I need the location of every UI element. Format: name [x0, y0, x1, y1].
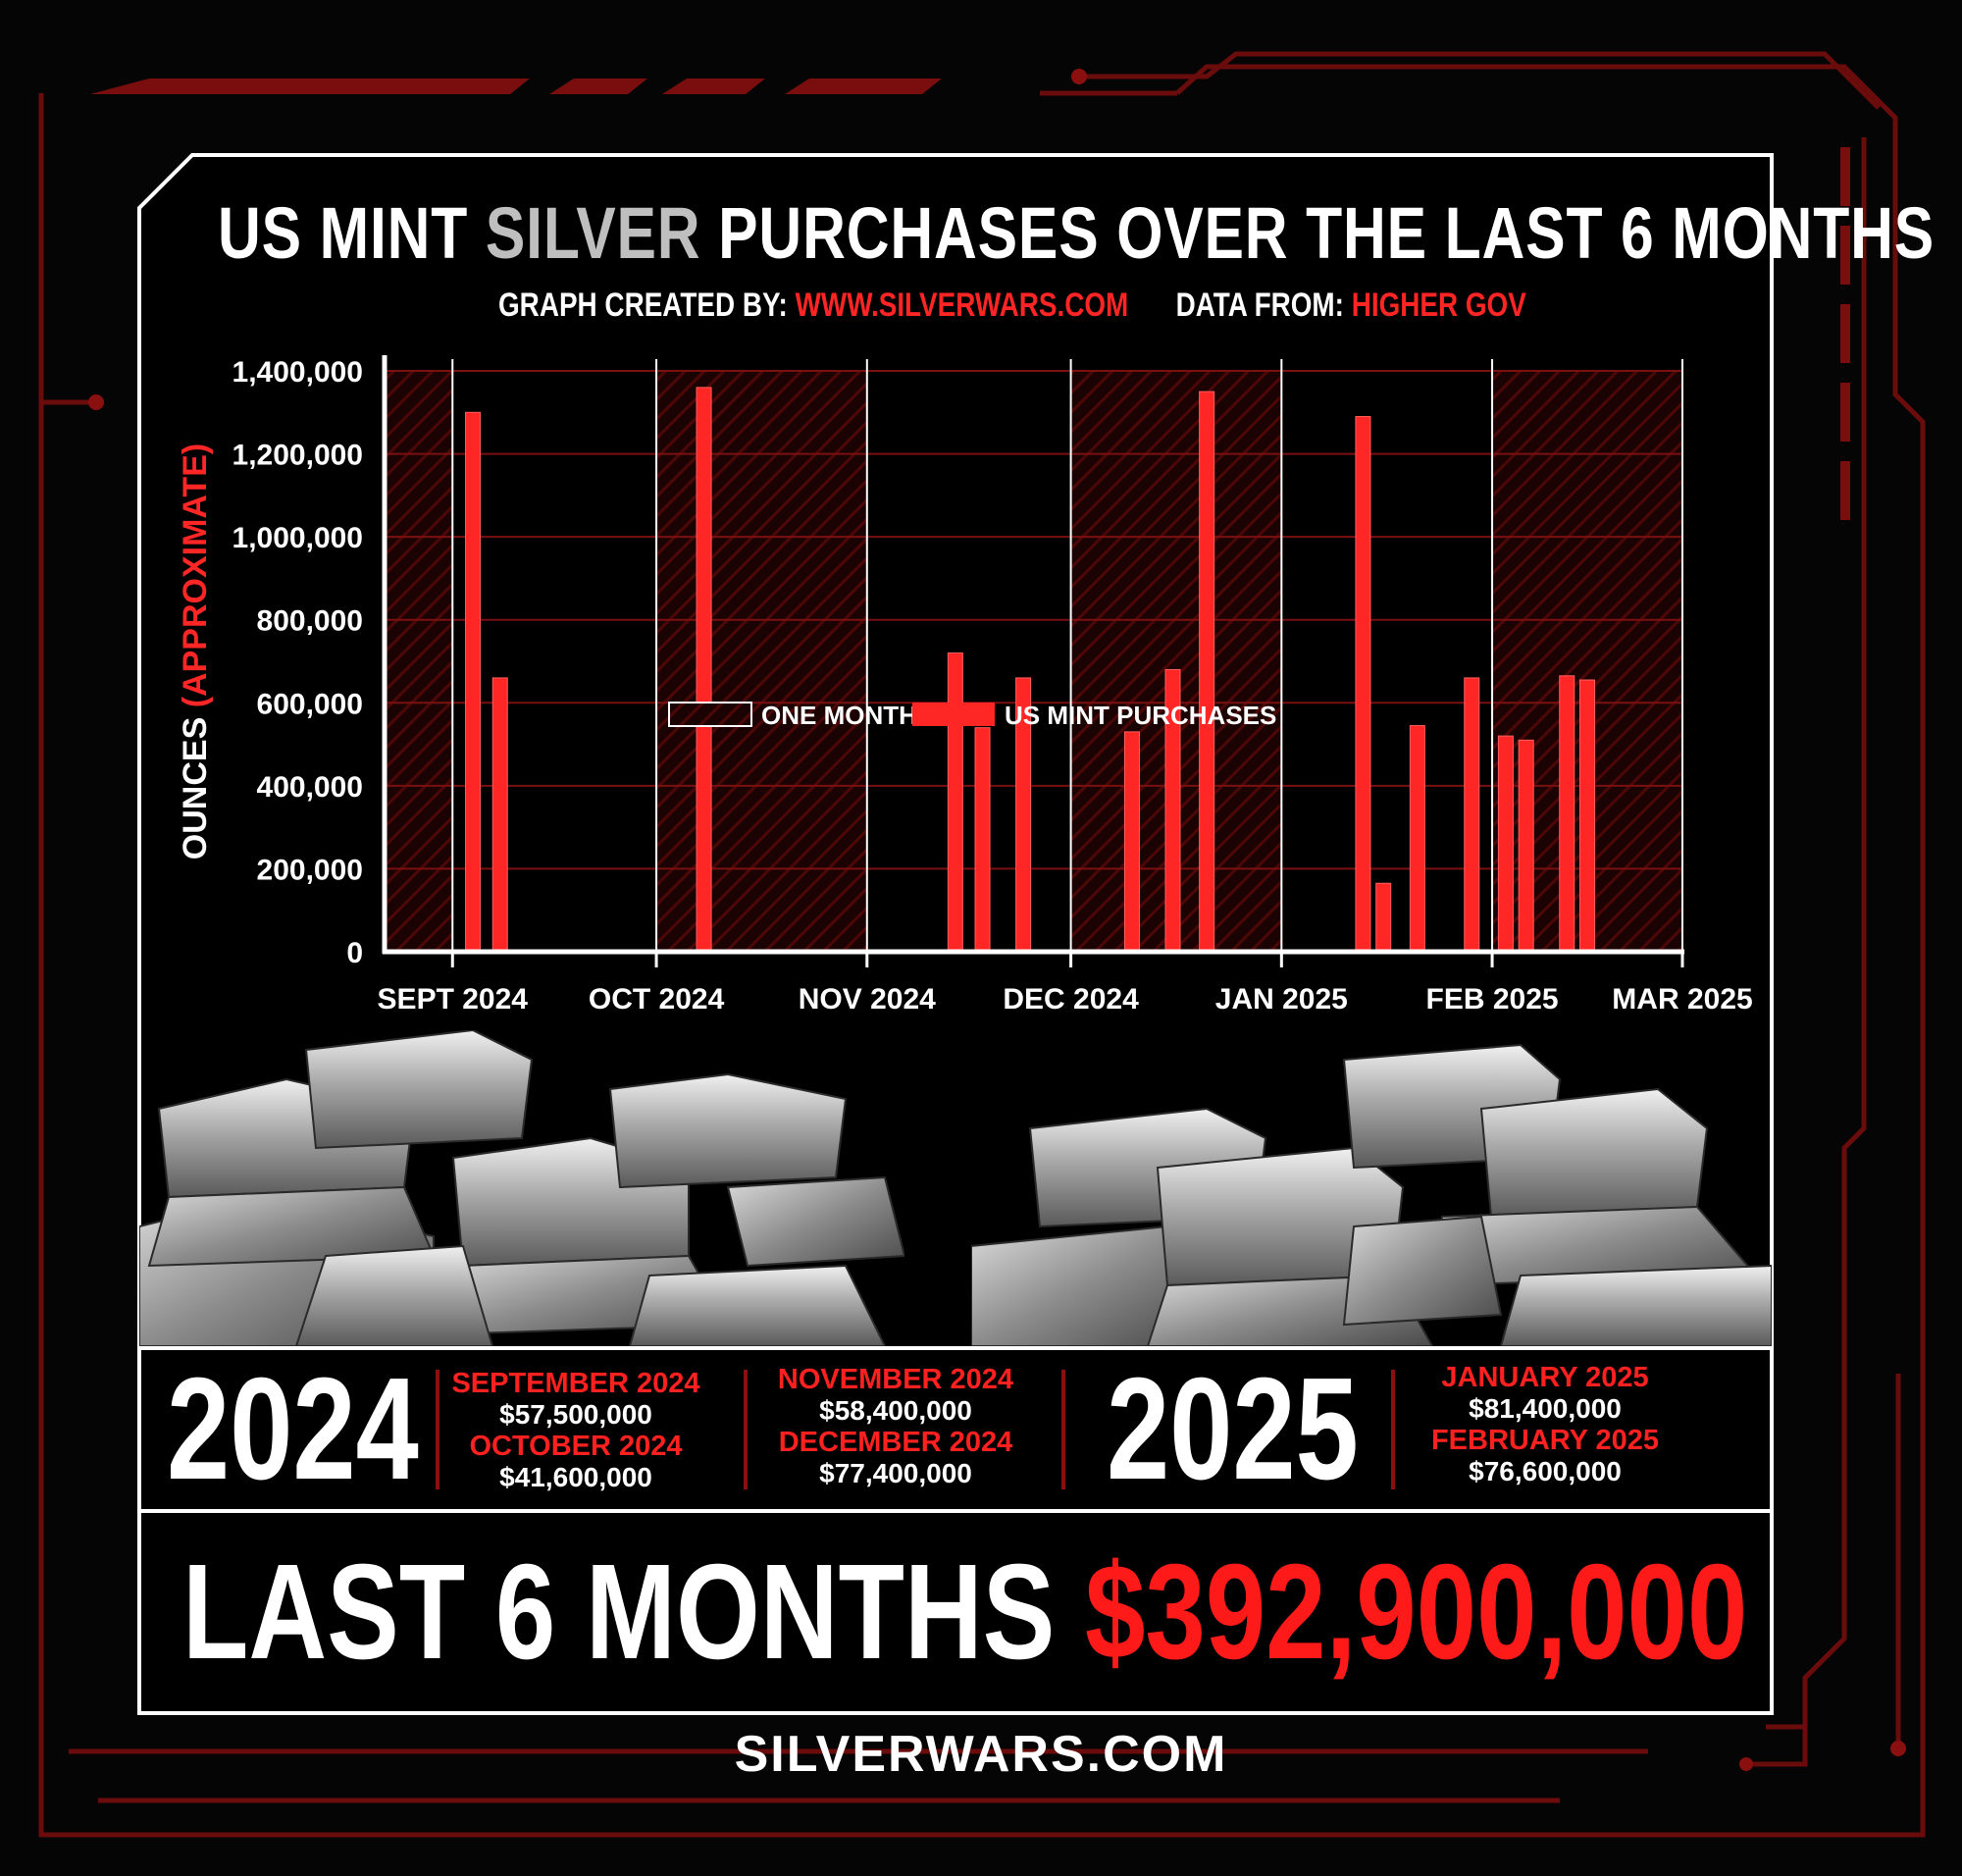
y-tick-label: 200,000: [257, 854, 363, 886]
months-jan-feb: JANUARY 2025 $81,400,000 FEBRUARY 2025 $…: [1403, 1362, 1687, 1487]
silver-bars-right-image: [971, 1043, 1772, 1346]
y-tick-label: 600,000: [257, 688, 363, 720]
credit-link[interactable]: WWW.SILVERWARS.COM: [795, 287, 1129, 324]
y-tick-label: 800,000: [257, 605, 363, 638]
monthly-summary: 2024 SEPTEMBER 2024 $57,500,000 OCTOBER …: [139, 1348, 1772, 1511]
legend-swatch-purchases: [912, 703, 995, 726]
y-axis-title-note: (APPROXIMATE): [177, 443, 214, 707]
data-bar: [1199, 391, 1215, 953]
month-label: NOVEMBER 2024: [777, 1364, 1014, 1395]
data-bar: [974, 727, 991, 953]
legend-label: US MINT PURCHASES: [1005, 701, 1276, 730]
month-value: $77,400,000: [819, 1458, 972, 1488]
month-value: $41,600,000: [499, 1462, 652, 1492]
total-value: $392,900,000: [1085, 1537, 1748, 1688]
month-label: DECEMBER 2024: [778, 1427, 1013, 1458]
y-axis-title: OUNCES (APPROXIMATE): [177, 443, 214, 860]
data-bar: [1559, 675, 1575, 953]
months-sep-oct: SEPTEMBER 2024 $57,500,000 OCTOBER 2024 …: [434, 1368, 718, 1493]
x-tick-label: SEPT 2024: [378, 983, 529, 1016]
month-value: $58,400,000: [819, 1395, 972, 1426]
x-tick-label: MAR 2025: [1612, 983, 1752, 1016]
divider: [1061, 1370, 1065, 1489]
data-bar: [1123, 731, 1140, 953]
divider: [744, 1370, 748, 1489]
data-bar: [1518, 739, 1534, 953]
footer-brand[interactable]: SILVERWARS.COM: [734, 1726, 1228, 1783]
data-source-value: HIGHER GOV: [1351, 287, 1526, 324]
x-tick-label: OCT 2024: [589, 983, 725, 1016]
month-label: FEBRUARY 2025: [1430, 1425, 1660, 1456]
page-title: US MINT SILVER PURCHASES OVER THE LAST 6…: [218, 192, 1936, 274]
x-tick-label: FEB 2025: [1426, 983, 1559, 1016]
data-bar: [491, 677, 508, 953]
data-bar: [1355, 416, 1371, 953]
x-tick-label: DEC 2024: [1003, 983, 1139, 1016]
months-nov-dec: NOVEMBER 2024 $58,400,000 DECEMBER 2024 …: [753, 1364, 1038, 1489]
y-tick-label: 400,000: [257, 771, 363, 804]
y-tick-label: 0: [346, 937, 363, 969]
y-axis-title-main: OUNCES: [177, 707, 214, 860]
data-bar: [1464, 677, 1480, 953]
data-bar: [696, 387, 712, 953]
month-value: $57,500,000: [499, 1399, 652, 1430]
legend-swatch-month: [668, 702, 752, 727]
silver-bars-left-image: [139, 1030, 904, 1346]
total-label: LAST 6 MONTHS: [182, 1537, 1086, 1688]
data-bar: [1497, 735, 1514, 953]
title-highlight: SILVER: [485, 192, 701, 274]
data-bar: [1409, 725, 1425, 953]
bar-chart: 0 200,000 400,000 600,000 800,000 1,000,000 1,…: [177, 355, 1753, 1016]
y-tick-label: 1,000,000: [232, 522, 363, 554]
data-bar: [1375, 882, 1392, 953]
y-tick-label: 1,200,000: [232, 440, 363, 472]
year-2024: 2024: [167, 1348, 419, 1510]
legend-label: ONE MONTH: [761, 701, 917, 730]
year-2025: 2025: [1107, 1348, 1359, 1510]
month-label: OCTOBER 2024: [469, 1431, 683, 1462]
data-source-label: DATA FROM:: [1175, 287, 1344, 324]
divider: [1391, 1370, 1395, 1489]
credit-label: GRAPH CREATED BY:: [498, 287, 788, 324]
month-label: JANUARY 2025: [1441, 1362, 1649, 1393]
data-bar: [1579, 679, 1596, 953]
month-value: $76,600,000: [1469, 1456, 1622, 1486]
divider: [436, 1370, 439, 1489]
data-bar: [465, 411, 482, 953]
month-shading: [656, 371, 867, 952]
month-shading: [385, 371, 453, 952]
y-tick-label: 1,400,000: [232, 356, 363, 389]
x-tick-label: NOV 2024: [799, 983, 936, 1016]
data-bar: [947, 652, 963, 953]
month-value: $81,400,000: [1469, 1393, 1622, 1424]
month-label: SEPTEMBER 2024: [451, 1368, 700, 1399]
x-tick-label: JAN 2025: [1215, 983, 1348, 1016]
six-month-total: LAST 6 MONTHS $392,900,000: [182, 1538, 1747, 1686]
credits-line: GRAPH CREATED BY: WWW.SILVERWARS.COM DAT…: [498, 287, 1526, 325]
